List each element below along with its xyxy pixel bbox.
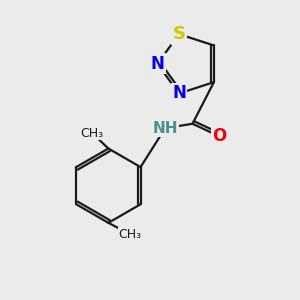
Text: N: N	[151, 55, 164, 73]
Text: S: S	[172, 25, 185, 43]
Text: CH₃: CH₃	[118, 228, 141, 241]
Text: N: N	[172, 85, 186, 103]
Text: CH₃: CH₃	[80, 127, 104, 140]
Text: O: O	[212, 127, 226, 145]
Text: NH: NH	[152, 121, 178, 136]
